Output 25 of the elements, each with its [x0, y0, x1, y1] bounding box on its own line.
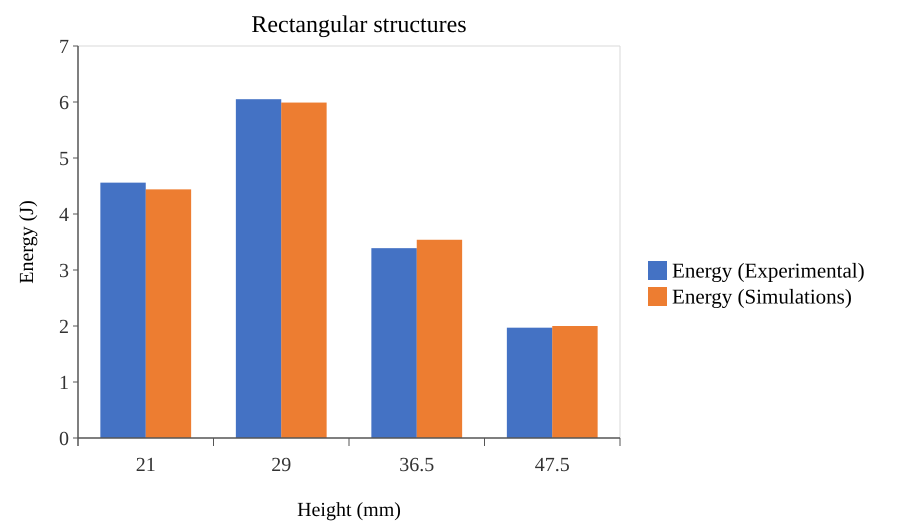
chart-title: Rectangular structures	[251, 12, 467, 38]
y-tick-label: 2	[59, 316, 69, 338]
bar	[281, 102, 327, 438]
bar	[146, 189, 192, 438]
bar	[371, 248, 417, 438]
y-tick-label: 7	[59, 36, 69, 58]
y-tick-label: 3	[59, 260, 69, 282]
bar	[506, 328, 552, 438]
legend-label: Energy (Experimental)	[672, 258, 865, 282]
x-axis-title: Height (mm)	[297, 499, 401, 521]
bar	[552, 326, 598, 438]
bar	[416, 240, 462, 438]
x-tick-label: 47.5	[534, 454, 570, 476]
bar	[236, 99, 282, 438]
legend-label: Energy (Simulations)	[672, 284, 852, 308]
y-tick-label: 6	[59, 92, 69, 114]
y-tick-label: 5	[59, 148, 69, 170]
x-tick-label: 36.5	[399, 454, 434, 476]
y-tick-label: 4	[59, 204, 69, 226]
x-tick-label: 21	[136, 454, 156, 476]
bar	[100, 182, 146, 438]
y-tick-label: 0	[59, 428, 69, 450]
y-axis-title: Energy (J)	[16, 200, 38, 284]
x-tick-label: 29	[271, 454, 292, 476]
y-tick-label: 1	[59, 372, 69, 394]
